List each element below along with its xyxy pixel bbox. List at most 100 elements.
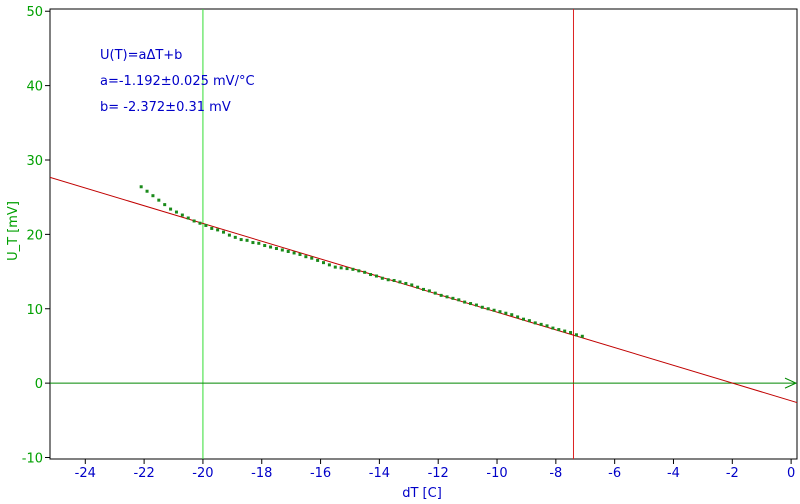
data-point [316, 258, 320, 262]
data-point [521, 317, 525, 321]
data-point [251, 241, 255, 245]
y-tick-label: 10 [26, 303, 43, 318]
data-point [410, 283, 414, 287]
zero-arrow-head [784, 377, 798, 389]
fit-equation: U(T)=aΔT+b [100, 48, 182, 63]
data-point [145, 189, 149, 193]
data-point [210, 226, 214, 230]
data-point [451, 296, 455, 300]
data-point [369, 273, 373, 277]
data-point [363, 270, 367, 274]
data-point [180, 213, 184, 217]
data-point [510, 313, 514, 317]
x-tick-label: -14 [369, 466, 390, 481]
x-tick-label: -16 [310, 466, 331, 481]
data-point [257, 241, 261, 245]
data-point [480, 305, 484, 309]
data-point [569, 331, 573, 335]
data-point [222, 230, 226, 234]
data-point [174, 210, 178, 214]
plot-content [50, 9, 798, 459]
y-tick-label: 40 [26, 80, 43, 95]
y-tick-label: 0 [35, 377, 43, 392]
x-tick-label: -10 [486, 466, 507, 481]
data-point [551, 326, 555, 330]
data-point [374, 274, 378, 278]
data-point [404, 281, 408, 285]
x-tick-label: -12 [428, 466, 449, 481]
data-point [227, 233, 231, 237]
y-tick-label: 20 [26, 228, 43, 243]
data-point [298, 252, 302, 256]
data-point [151, 194, 155, 198]
data-point [163, 203, 167, 207]
data-point [498, 310, 502, 314]
data-point [422, 287, 425, 291]
data-point [186, 216, 190, 220]
data-point [457, 298, 461, 302]
data-point [139, 185, 143, 189]
x-tick-label: -20 [192, 466, 213, 481]
vertical-markers [202, 9, 574, 459]
plot-area [49, 8, 798, 460]
y-tick-label: 30 [26, 154, 43, 169]
y-tick-label: 50 [26, 5, 43, 20]
data-point [357, 269, 361, 273]
x-tick-label: -4 [667, 466, 680, 481]
x-tick-label: -18 [251, 466, 272, 481]
data-point [239, 238, 243, 242]
data-point [263, 244, 267, 248]
x-tick-label: 0 [787, 466, 795, 481]
data-point [327, 263, 331, 267]
data-point [392, 278, 396, 282]
data-point [233, 235, 237, 239]
data-point [492, 308, 496, 312]
zero-axis-arrowhead [784, 377, 798, 389]
data-point [192, 219, 196, 223]
x-tick-label: -2 [726, 466, 739, 481]
data-point [304, 255, 308, 259]
data-point [310, 256, 314, 260]
data-point [386, 278, 390, 282]
data-point [533, 321, 537, 325]
data-point [463, 300, 467, 304]
data-point [269, 245, 273, 249]
data-point [486, 307, 490, 311]
data-point [345, 267, 349, 271]
data-point [398, 280, 402, 284]
data-point [198, 221, 202, 225]
fit-slope: a=-1.192±0.025 mV/°C [100, 74, 255, 89]
data-point [445, 295, 449, 299]
x-tick-label: -8 [549, 466, 562, 481]
y-tick-label: -10 [22, 452, 43, 467]
data-point [527, 319, 531, 323]
data-point [245, 238, 249, 242]
x-tick-label: -6 [608, 466, 621, 481]
data-point [286, 249, 290, 253]
x-tick-label: -22 [133, 466, 154, 481]
data-points [139, 185, 584, 338]
data-point [474, 303, 478, 307]
data-point [574, 333, 578, 337]
data-point [563, 329, 567, 333]
data-point [545, 324, 549, 328]
y-axis-ticks: -10 0 10 20 30 40 50 [22, 5, 50, 467]
data-point [339, 266, 343, 270]
data-point [433, 291, 437, 295]
data-point [427, 289, 431, 293]
data-point [380, 276, 384, 280]
x-axis-title: dT [C] [402, 486, 442, 501]
data-point [292, 251, 296, 255]
data-point [516, 315, 520, 319]
data-point [169, 207, 173, 211]
data-point [216, 228, 220, 232]
data-point [351, 267, 355, 271]
data-point [280, 248, 284, 252]
data-point [539, 322, 543, 326]
data-point [504, 311, 508, 315]
data-point [157, 198, 161, 202]
data-point [333, 265, 337, 269]
x-axis-ticks: -24 -22 -20 -18 -16 -14 -12 -10 -8 -6 -4 -2 0 [75, 459, 795, 481]
data-point [204, 223, 208, 227]
